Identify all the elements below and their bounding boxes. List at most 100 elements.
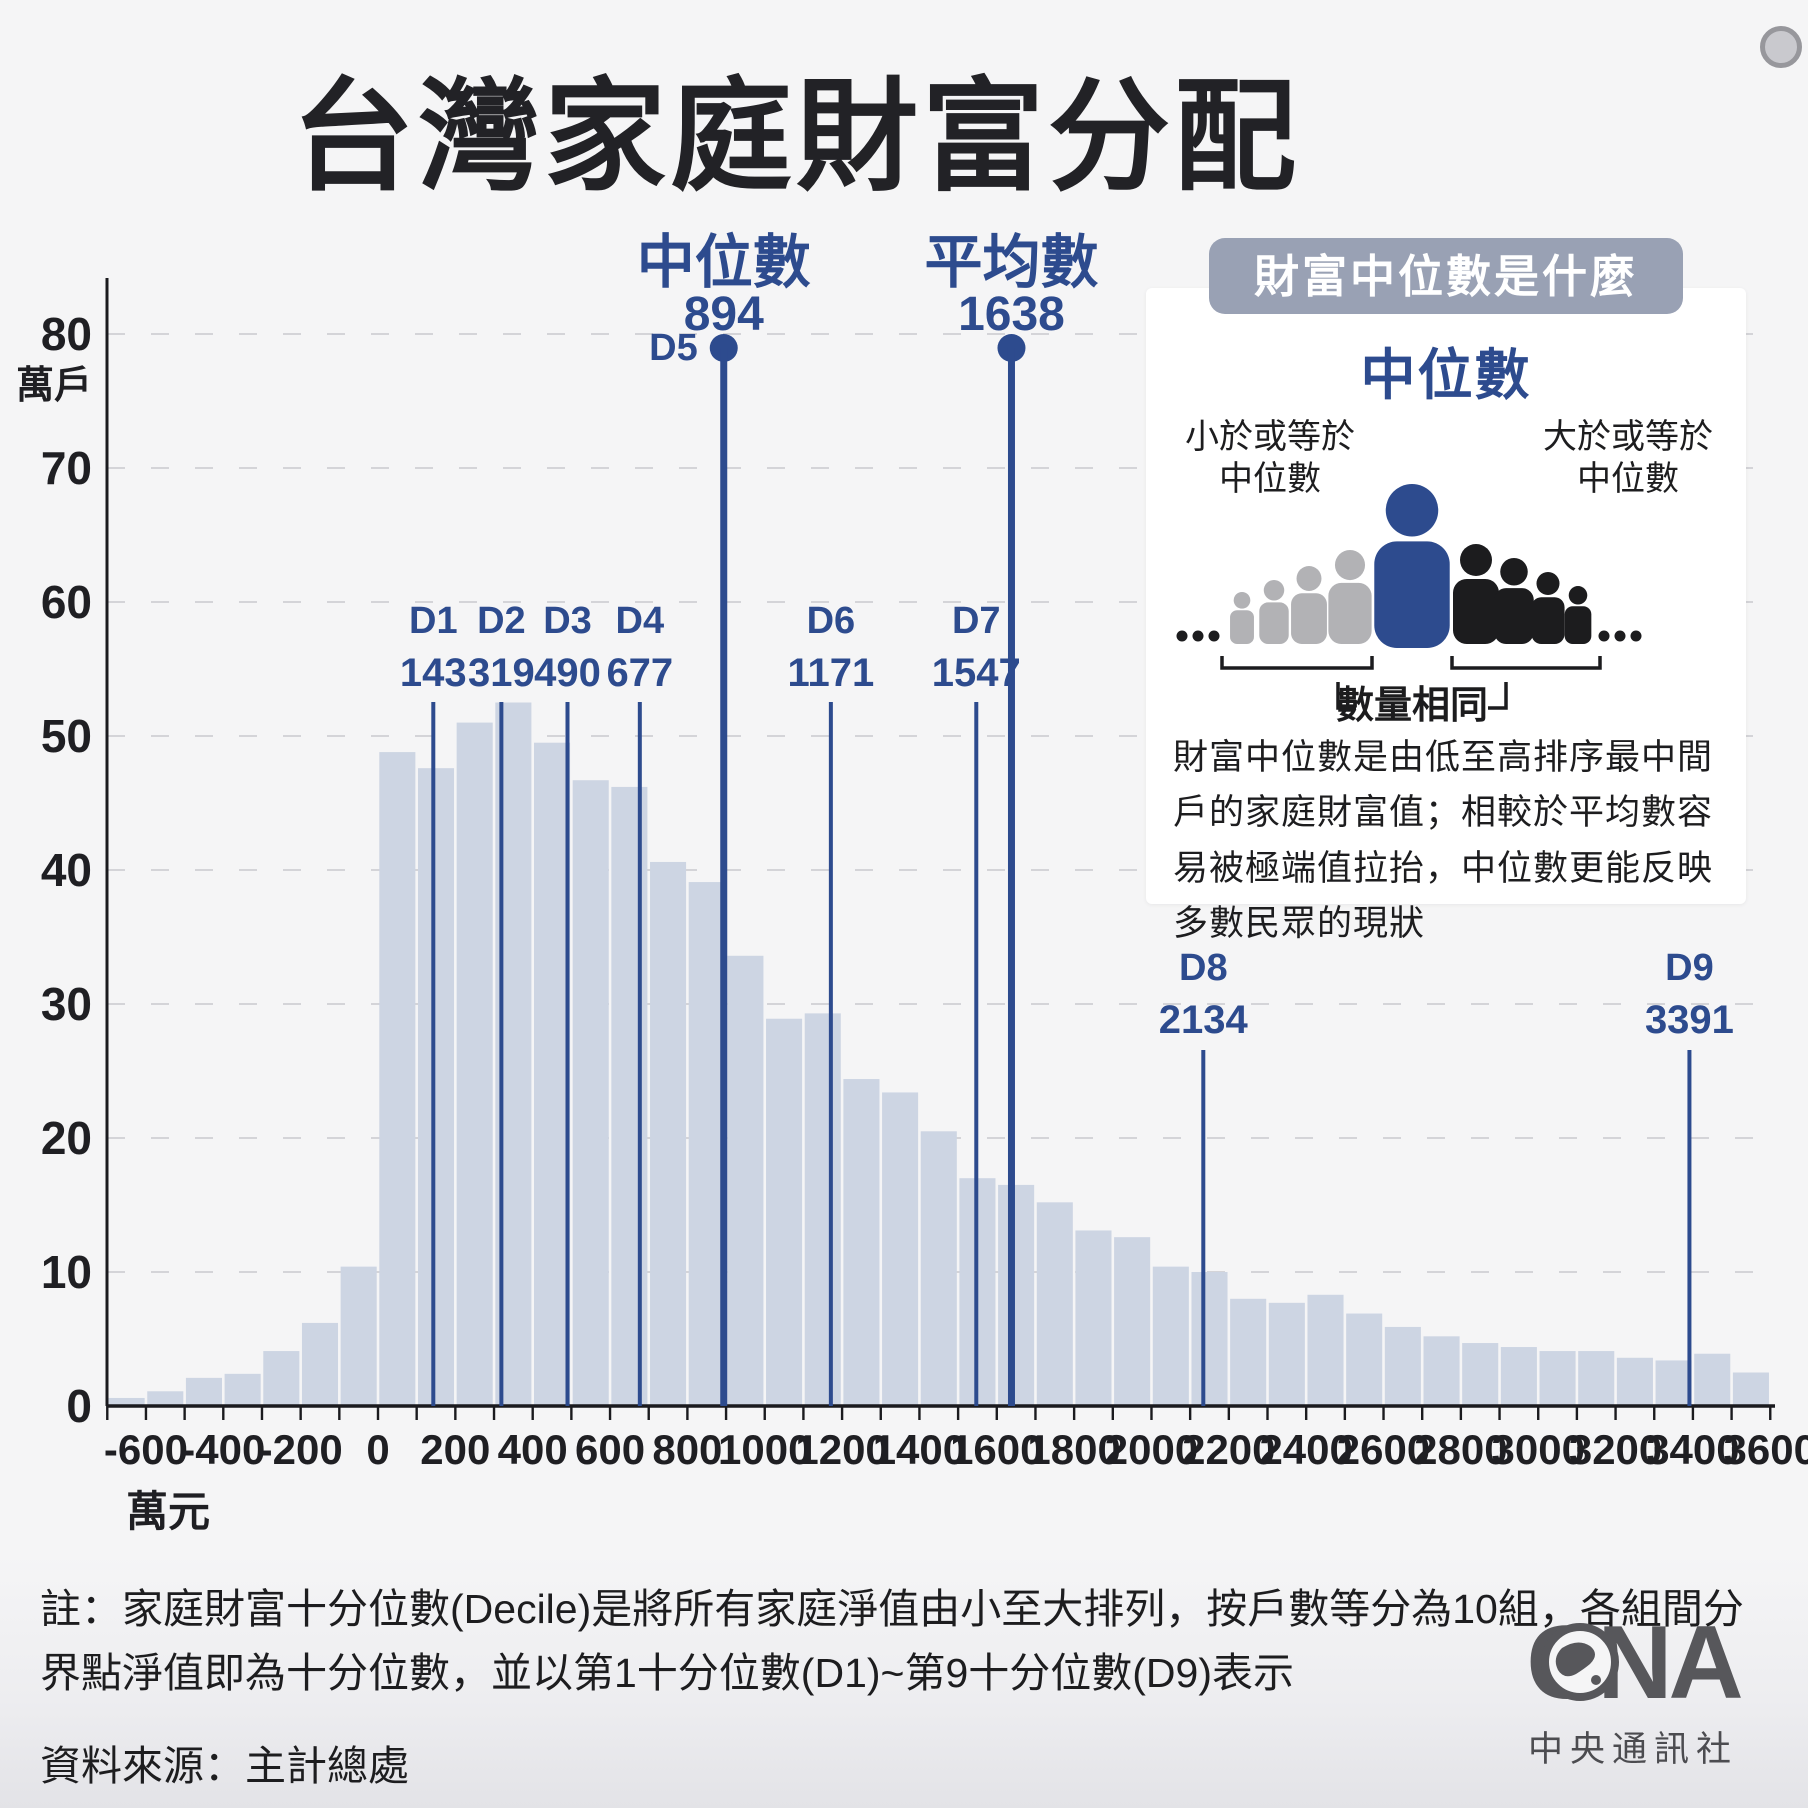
histogram-bar xyxy=(263,1351,300,1406)
histogram-bar xyxy=(1655,1360,1692,1406)
x-tick-label: 3000 xyxy=(1492,1426,1585,1473)
page-title: 台灣家庭財富分配 xyxy=(292,69,1300,205)
histogram-bar xyxy=(650,861,687,1406)
globe-icon xyxy=(1541,1623,1619,1701)
x-tick-label: 400 xyxy=(498,1426,568,1473)
histogram-bar xyxy=(1307,1294,1344,1406)
person-icon xyxy=(1564,606,1592,644)
histogram-bar xyxy=(108,1397,145,1406)
x-tick-label: 600 xyxy=(575,1426,645,1473)
y-tick-label: 50 xyxy=(41,710,92,762)
cna-logo: CNA 中央通訊社 xyxy=(1508,1604,1758,1772)
ellipsis-dot xyxy=(1630,630,1642,642)
histogram-bar xyxy=(1075,1230,1112,1406)
person-icon xyxy=(1374,541,1450,648)
person-icon xyxy=(1460,544,1492,576)
histogram-bar xyxy=(224,1373,261,1406)
stat-value: 894 xyxy=(684,288,764,341)
median-decile-label: D5 xyxy=(649,327,698,369)
bracket-line xyxy=(1220,656,1374,670)
x-tick-label: -200 xyxy=(259,1426,343,1473)
person-icon xyxy=(1334,550,1366,581)
same-quantity-label: 數量相同 xyxy=(1336,685,1488,726)
y-tick-label: 20 xyxy=(41,1112,92,1164)
histogram-bar xyxy=(998,1184,1035,1406)
explainer-body-text: 財富中位數是由低至高排序最中間戶的家庭財富值；相較於平均數容易被極端值拉抬，中位… xyxy=(1173,738,1714,943)
x-tick-label: 1800 xyxy=(1027,1426,1120,1473)
x-tick-label: 2600 xyxy=(1337,1426,1430,1473)
decile-label: D6 xyxy=(807,600,856,642)
decile-value: 1547 xyxy=(932,651,1021,695)
bracket-line xyxy=(1450,656,1602,670)
histogram-bar xyxy=(1191,1272,1228,1406)
y-tick-label: 10 xyxy=(41,1246,92,1298)
histogram-bar xyxy=(727,955,764,1406)
people-icons xyxy=(1176,484,1642,710)
decile-value: 1171 xyxy=(787,651,874,695)
person-icon xyxy=(1536,572,1560,596)
x-tick-label: 1000 xyxy=(718,1426,811,1473)
histogram-bar xyxy=(572,780,609,1406)
histogram-bar xyxy=(1732,1372,1769,1406)
histogram-bar xyxy=(340,1266,377,1406)
x-tick-label: -600 xyxy=(104,1426,188,1473)
histogram-bar xyxy=(1036,1202,1073,1406)
y-tick-label: 60 xyxy=(41,576,92,628)
histogram-bar xyxy=(804,1013,841,1406)
median-people-illustration: 小於或等於 中位數 大於或等於 中位數 數量相同 xyxy=(1176,418,1713,726)
cna-logo-caption: 中央通訊社 xyxy=(1527,1730,1738,1769)
stat-title: 平均數 xyxy=(924,230,1098,295)
histogram-bar xyxy=(611,786,648,1406)
explainer-median-title: 中位數 xyxy=(1360,344,1532,406)
person-icon xyxy=(1296,566,1322,591)
y-axis-unit: 萬戶 xyxy=(16,365,92,407)
share-icon[interactable] xyxy=(1760,26,1802,68)
histogram-bar xyxy=(1346,1313,1383,1406)
x-tick-label: 1400 xyxy=(873,1426,966,1473)
person-icon xyxy=(1291,593,1327,644)
left-group-label-line1: 小於或等於 xyxy=(1185,418,1355,456)
x-axis-unit: 萬元 xyxy=(126,1488,210,1535)
histogram-bar xyxy=(147,1391,184,1406)
x-tick-label: 3200 xyxy=(1569,1426,1662,1473)
person-icon xyxy=(1328,582,1372,644)
histogram-bar xyxy=(1500,1347,1537,1406)
person-icon xyxy=(1230,610,1254,644)
decile-value: 2134 xyxy=(1159,998,1249,1042)
histogram-bar xyxy=(185,1377,223,1406)
right-group-label-line2: 中位數 xyxy=(1577,460,1679,498)
decile-value: 319 xyxy=(468,651,535,695)
explainer-header-pill: 財富中位數是什麼 xyxy=(1209,238,1683,314)
decile-label: D1 xyxy=(409,600,458,642)
footnote: 註：家庭財富十分位數(Decile)是將所有家庭淨值由小至大排列，按戶數等分為1… xyxy=(40,1586,1744,1696)
person-icon xyxy=(1500,558,1528,586)
person-icon xyxy=(1233,592,1251,609)
decile-label: D8 xyxy=(1179,947,1228,989)
histogram-bar xyxy=(882,1092,919,1406)
x-tick-label: 2800 xyxy=(1414,1426,1507,1473)
x-tick-label: 3400 xyxy=(1646,1426,1739,1473)
decile-label: D2 xyxy=(477,600,526,642)
histogram-bar xyxy=(379,752,416,1406)
person-icon xyxy=(1453,579,1499,644)
y-tick-label: 80 xyxy=(41,308,92,360)
decile-label: D3 xyxy=(543,600,592,642)
median-explainer-box: 財富中位數是什麼 中位數 小於或等於 中位數 大於或等於 中位數 數量相同 財富… xyxy=(1146,238,1746,943)
right-group-label-line1: 大於或等於 xyxy=(1543,418,1713,456)
decile-value: 677 xyxy=(606,651,673,695)
person-icon xyxy=(1259,602,1289,644)
x-tick-label: 1600 xyxy=(950,1426,1043,1473)
histogram-bar xyxy=(1423,1336,1460,1406)
ellipsis-dot xyxy=(1208,630,1220,642)
histogram-bar xyxy=(766,1018,803,1406)
histogram-bar xyxy=(920,1131,957,1406)
histogram-bar xyxy=(1462,1343,1499,1406)
bracket-line xyxy=(1488,682,1508,710)
ellipsis-dot xyxy=(1176,630,1188,642)
x-tick-label: 800 xyxy=(652,1426,722,1473)
bracket-line xyxy=(1336,682,1356,710)
cna-logo-mark: CNA xyxy=(1526,1605,1745,1721)
left-group-label-line2: 中位數 xyxy=(1219,460,1321,498)
ellipsis-dot xyxy=(1192,630,1204,642)
histogram-bar xyxy=(1268,1302,1305,1406)
